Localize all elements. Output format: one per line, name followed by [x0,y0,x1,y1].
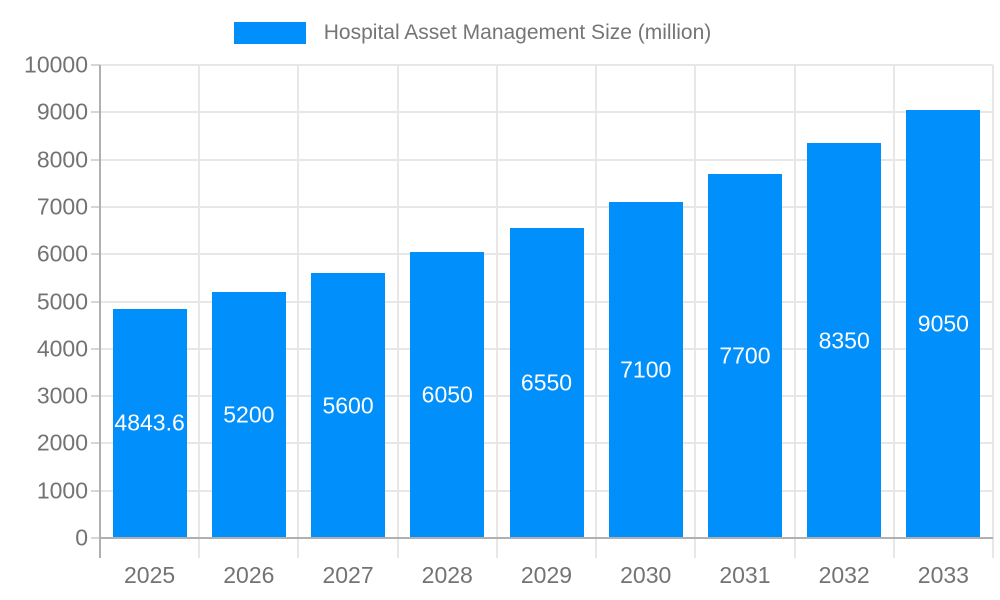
legend-swatch-icon [233,22,306,44]
x-axis-tick [297,538,300,558]
x-tick-label: 2028 [421,562,473,588]
bar [906,109,981,538]
x-axis-tick [793,538,796,558]
x-tick-label: 2031 [719,562,771,588]
y-axis-tick [91,489,100,492]
bar-value-label: 6050 [421,381,473,408]
y-axis-tick [91,395,100,398]
grid-line-horizontal [100,64,993,66]
bar [211,292,286,538]
y-tick-label: 10000 [24,51,88,78]
bar-value-label: 5200 [223,401,275,428]
x-axis-tick [495,538,498,558]
grid-line-horizontal [100,205,993,208]
bar [410,251,485,538]
y-tick-label: 3000 [36,382,88,409]
y-tick-label: 7000 [36,193,88,220]
grid-line-vertical [495,65,498,538]
x-tick-label: 2025 [124,562,176,588]
x-axis-tick [892,538,895,558]
bar [509,228,584,538]
x-tick-label: 2027 [322,562,374,588]
grid-line-horizontal [100,111,993,114]
x-axis-tick [694,538,697,558]
y-tick-label: 8000 [36,146,88,173]
legend-label: Hospital Asset Management Size (million) [323,21,712,44]
y-axis-tick [91,64,100,66]
grid-line-vertical [198,65,201,538]
y-axis-tick [91,300,100,303]
y-tick-label: 1000 [36,477,88,504]
x-axis-line [99,537,993,539]
grid-line-vertical [694,65,697,538]
legend-item[interactable]: Hospital Asset Management Size (million) [0,18,945,48]
y-axis-tick [91,442,100,445]
x-tick-label: 2032 [818,562,870,588]
y-axis-tick [91,158,100,161]
grid-line-vertical [992,65,994,538]
y-axis-tick [91,537,100,539]
x-axis-tick [198,538,201,558]
y-axis-tick [91,347,100,350]
bar-value-label: 7700 [719,342,771,369]
grid-line-vertical [396,65,399,538]
y-axis-line [99,65,101,558]
bar [707,173,782,538]
bar-value-label: 4843.6 [114,409,185,436]
x-tick-label: 2029 [520,562,573,588]
grid-line-vertical [297,65,300,538]
y-tick-label: 5000 [36,288,88,314]
y-tick-label: 6000 [36,240,88,267]
bar-value-label: 8350 [818,327,870,354]
y-axis-tick [91,111,100,114]
y-tick-label: 0 [75,524,88,551]
grid-line-vertical [793,65,796,538]
bar-value-label: 6550 [520,369,573,396]
y-axis-tick [91,205,100,208]
bar-value-label: 7100 [620,356,672,383]
y-tick-label: 2000 [36,429,88,456]
x-tick-label: 2033 [917,562,969,588]
bar [112,308,187,538]
bar-value-label: 9050 [917,310,969,337]
bar [311,273,386,538]
grid-line-vertical [595,65,598,538]
x-axis-tick [595,538,598,558]
bar-value-label: 5600 [322,392,374,419]
bar [608,202,683,538]
x-axis-tick [992,538,994,558]
grid-line-horizontal [100,158,993,161]
x-tick-label: 2026 [223,562,275,588]
x-axis-tick [396,538,399,558]
x-tick-label: 2030 [620,562,672,588]
grid-line-vertical [892,65,895,538]
y-tick-label: 9000 [36,98,88,125]
bar [807,143,882,538]
y-tick-label: 4000 [36,335,88,362]
y-axis-tick [91,253,100,256]
